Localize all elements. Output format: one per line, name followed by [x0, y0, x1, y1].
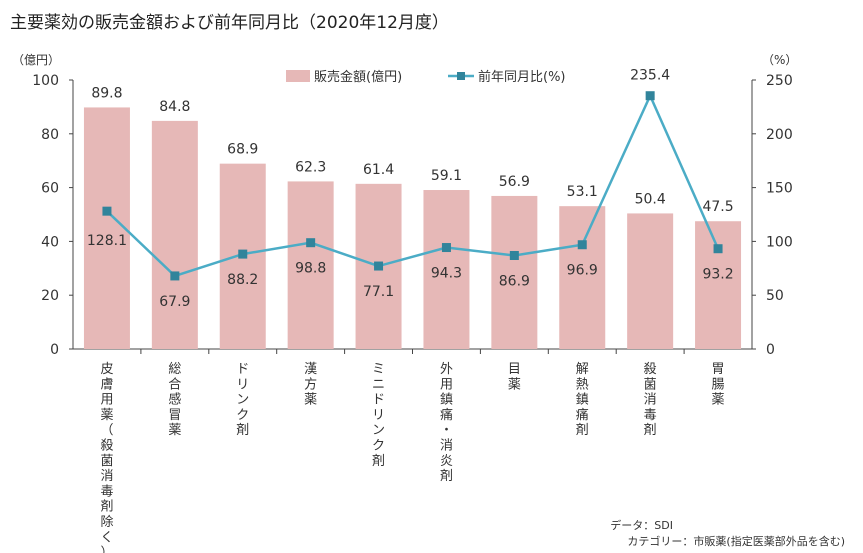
yoy-point: [441, 243, 451, 253]
bar: [83, 107, 130, 349]
yoy-point: [645, 91, 655, 101]
bar-value-label: 89.8: [91, 85, 122, 101]
yoy-point: [577, 240, 587, 250]
right-tick-label: 200: [766, 127, 793, 143]
bar: [423, 190, 470, 349]
bar: [695, 221, 742, 349]
left-tick-label: 20: [41, 288, 59, 304]
category-label: 漢方薬: [304, 362, 317, 408]
yoy-value-label: 94.3: [431, 266, 462, 282]
yoy-point: [306, 238, 316, 248]
category-label: ミニドリンク剤: [372, 362, 385, 469]
yoy-point: [238, 249, 248, 259]
right-axis-unit: （%）: [762, 53, 797, 67]
yoy-point: [713, 244, 723, 254]
yoy-value-label: 235.4: [630, 68, 670, 84]
yoy-point: [509, 250, 519, 260]
left-axis-unit: （億円）: [12, 53, 60, 67]
yoy-value-label: 77.1: [363, 284, 394, 300]
right-tick-label: 50: [766, 288, 784, 304]
right-tick-label: 250: [766, 73, 793, 89]
category-label: 解熱鎮痛剤: [576, 362, 589, 438]
yoy-value-label: 86.9: [499, 273, 530, 289]
category-label: 総合感冒薬: [168, 362, 181, 438]
left-tick-label: 80: [41, 127, 59, 143]
yoy-value-label: 98.8: [295, 261, 326, 277]
source-note: データ：SDI: [610, 519, 673, 532]
right-tick-label: 0: [766, 342, 775, 358]
bar-value-label: 62.3: [295, 159, 326, 175]
category-label: ドリンク剤: [236, 362, 249, 438]
right-tick-label: 150: [766, 181, 793, 197]
yoy-value-label: 93.2: [702, 267, 733, 283]
left-tick-label: 100: [32, 73, 59, 89]
bar: [491, 195, 538, 349]
yoy-value-label: 67.9: [159, 294, 190, 310]
bar: [287, 181, 334, 349]
bar-value-label: 68.9: [227, 142, 258, 158]
category-label: 胃腸薬: [712, 362, 725, 408]
category-label: 外用鎮痛・消炎剤: [440, 362, 453, 484]
right-tick-label: 100: [766, 234, 793, 250]
yoy-value-label: 96.9: [567, 263, 598, 279]
bar-value-label: 53.1: [567, 184, 598, 200]
left-tick-label: 0: [50, 342, 59, 358]
yoy-line: [106, 92, 720, 278]
left-tick-label: 60: [41, 181, 59, 197]
bar-value-label: 61.4: [363, 162, 394, 178]
bar: [627, 213, 674, 349]
category-label: 皮膚用薬（殺菌消毒剤除く）: [100, 362, 113, 553]
category-label: 殺菌消毒剤: [644, 362, 657, 438]
category-label: 目薬: [508, 362, 521, 392]
bar-value-label: 56.9: [499, 174, 530, 190]
left-tick-label: 40: [41, 234, 59, 250]
bar: [151, 120, 198, 349]
yoy-point: [170, 271, 180, 281]
bar-value-label: 84.8: [159, 99, 190, 115]
yoy-value-label: 128.1: [87, 233, 127, 249]
bar-value-label: 50.4: [635, 191, 666, 207]
legend-swatch-sales: [286, 70, 310, 82]
bar: [559, 206, 606, 349]
chart-title: 主要薬効の販売金額および前年同月比（2020年12月度）: [10, 13, 449, 33]
legend-label-yoy: 前年同月比(%): [478, 69, 566, 85]
category-note: カテゴリー：市販薬(指定医薬部外品を含む): [627, 535, 845, 548]
bar-value-label: 47.5: [702, 199, 733, 215]
yoy-point: [102, 206, 112, 216]
yoy-point: [374, 261, 384, 271]
legend-label-sales: 販売金額(億円): [314, 69, 402, 85]
bar-value-label: 59.1: [431, 168, 462, 184]
legend-marker-yoy: [457, 72, 465, 80]
yoy-value-label: 88.2: [227, 272, 258, 288]
